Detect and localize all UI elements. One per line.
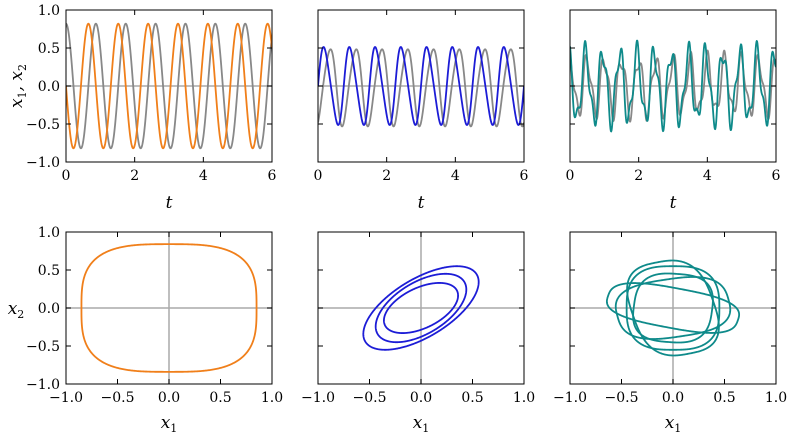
trajectory-loop-3	[383, 282, 459, 334]
y-tick-label: 0.0	[38, 79, 60, 95]
trajectory-loop-1	[362, 265, 480, 351]
y-tick-label: −0.5	[26, 339, 60, 355]
x-tick-label: 1.0	[765, 390, 787, 406]
y-tick-label: −1.0	[26, 155, 60, 171]
x-tick-label: −0.5	[101, 390, 135, 406]
x-tick-label: 4	[703, 168, 712, 184]
x-tick-label: −0.5	[605, 390, 639, 406]
trajectory-loop-5	[632, 272, 714, 344]
y-tick-label: 1.0	[38, 3, 60, 19]
x-axis-label: t	[166, 193, 173, 213]
x-tick-label: 2	[130, 168, 139, 184]
x-axis-label: x1	[413, 413, 430, 435]
x-tick-label: 0.5	[461, 390, 483, 406]
trajectory-loop-2	[614, 276, 732, 340]
panel-phase-middle: −1.0 −0.5 0.0 0.5 1.0 x1	[301, 231, 535, 435]
y-tick-label: 0.5	[38, 263, 60, 279]
y-tick-label: 0.0	[38, 301, 60, 317]
y-tick-label: 0.5	[38, 41, 60, 57]
x-tick-label: 0.5	[209, 390, 231, 406]
panel-phase-left: −1.0 −0.5 0.0 0.5 1.0 1.0 0.5 0.0 −0.5 −1.0 x1 x2	[8, 225, 283, 435]
x-tick-label: 2	[634, 168, 643, 184]
plot-area	[66, 232, 272, 384]
x-tick-label: 0	[314, 168, 323, 184]
panel-ts-left: 0 2 4 6 1.0 0.5 0.0 −0.5 −1.0 t x1, x2	[7, 3, 277, 213]
x-tick-label: −1.0	[553, 390, 587, 406]
x-tick-label: 2	[382, 168, 391, 184]
trajectory-line	[80, 243, 258, 373]
trajectory-loop-3	[625, 265, 721, 351]
x-tick-label: 6	[520, 168, 529, 184]
x-tick-label: 0	[62, 168, 71, 184]
x-tick-label: −1.0	[301, 390, 335, 406]
y-tick-label: 1.0	[38, 225, 60, 241]
x-tick-label: 6	[772, 168, 781, 184]
y-axis-label: x2	[8, 299, 25, 321]
plot-area	[66, 22, 272, 150]
y-axis-label: x1, x2	[7, 64, 29, 108]
series-x2-line	[66, 22, 272, 150]
x-tick-label: −0.5	[353, 390, 387, 406]
x-axis-label: t	[418, 193, 425, 213]
x-tick-label: 4	[199, 168, 208, 184]
series-x1-line	[66, 22, 272, 150]
panel-phase-right: −1.0 −0.5 0.0 0.5 1.0 x1	[553, 231, 787, 435]
x-tick-label: 1.0	[513, 390, 535, 406]
x-axis-label: x1	[665, 413, 682, 435]
y-tick-label: −0.5	[26, 117, 60, 133]
x-tick-label: 0	[566, 168, 575, 184]
series-x1-line	[570, 39, 776, 133]
x-tick-label: −1.0	[49, 390, 83, 406]
trajectory-loop-2	[374, 272, 468, 344]
plot-area	[318, 232, 524, 384]
x-axis-label: x1	[161, 413, 178, 435]
x-tick-label: 4	[451, 168, 460, 184]
plot-area	[570, 232, 776, 384]
plot-area	[570, 39, 776, 133]
series-x1-line	[318, 46, 524, 126]
x-axis-label: t	[670, 193, 677, 213]
plot-area	[318, 46, 524, 128]
y-tick-label: −1.0	[26, 377, 60, 393]
x-tick-label: 1.0	[261, 390, 283, 406]
panel-ts-right: 0 2 4 6 t	[566, 9, 781, 213]
x-tick-label: 0.0	[662, 390, 684, 406]
x-tick-label: 0.0	[410, 390, 432, 406]
x-tick-label: 0.5	[713, 390, 735, 406]
panel-ts-middle: 0 2 4 6 t	[314, 9, 529, 213]
x-tick-label: 0.0	[158, 390, 180, 406]
x-tick-label: 6	[268, 168, 277, 184]
